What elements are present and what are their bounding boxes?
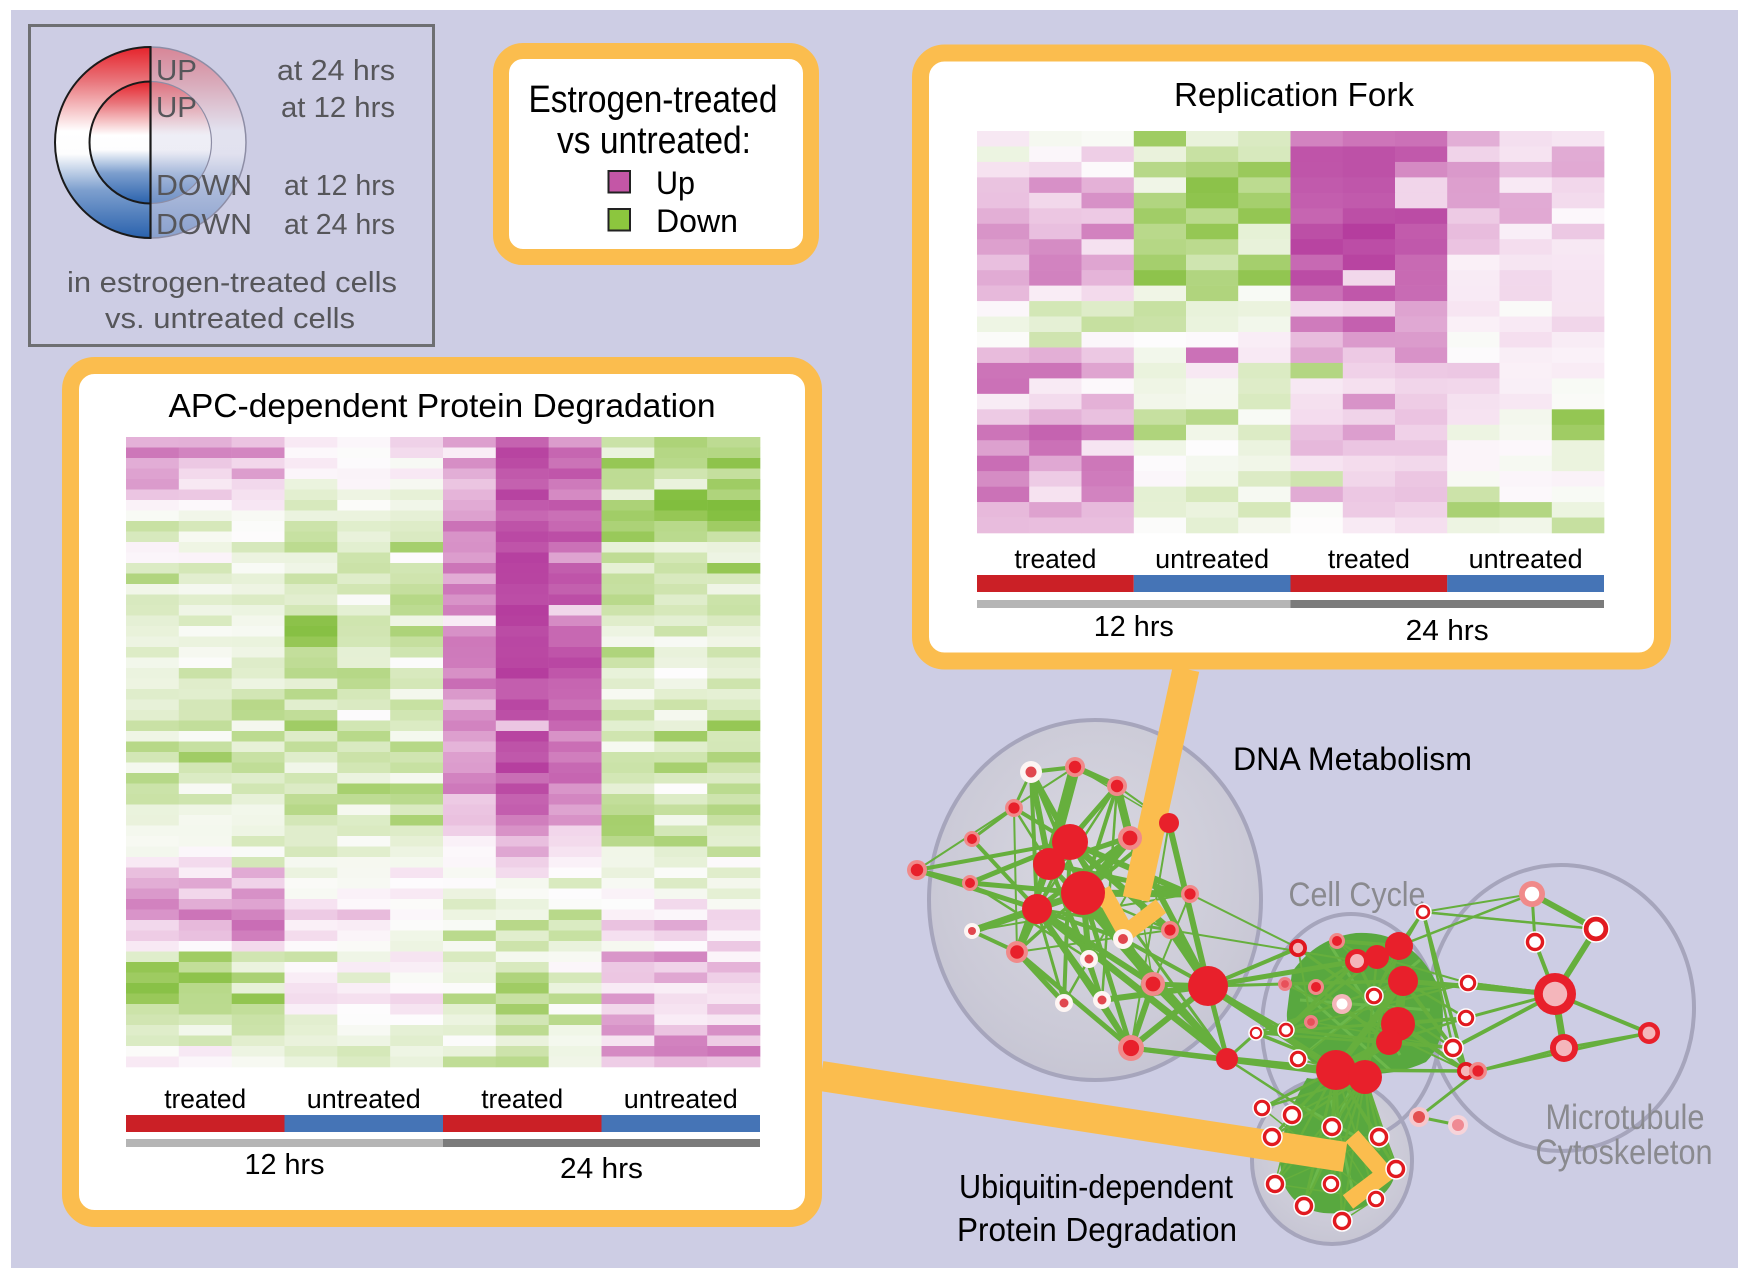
svg-text:DNA Metabolism: DNA Metabolism xyxy=(1233,741,1472,777)
svg-text:24 hrs: 24 hrs xyxy=(1406,615,1489,647)
svg-text:12 hrs: 12 hrs xyxy=(245,1149,325,1181)
svg-text:Replication Fork: Replication Fork xyxy=(1174,76,1414,113)
svg-text:APC-dependent Protein Degradat: APC-dependent Protein Degradation xyxy=(169,387,716,424)
svg-text:treated: treated xyxy=(1014,544,1096,574)
svg-text:DOWN: DOWN xyxy=(156,170,252,202)
svg-text:vs. untreated cells: vs. untreated cells xyxy=(105,303,355,335)
svg-text:untreated: untreated xyxy=(1469,544,1583,574)
svg-text:Estrogen-treated: Estrogen-treated xyxy=(529,79,778,121)
svg-text:Up: Up xyxy=(656,165,695,201)
svg-text:treated: treated xyxy=(1328,544,1410,574)
svg-text:untreated: untreated xyxy=(624,1084,738,1114)
svg-text:Down: Down xyxy=(656,203,738,239)
svg-text:untreated: untreated xyxy=(1155,544,1269,574)
svg-text:vs untreated:: vs untreated: xyxy=(557,120,751,162)
svg-text:at 24 hrs: at 24 hrs xyxy=(284,209,395,241)
svg-text:at 12 hrs: at 12 hrs xyxy=(281,92,395,124)
svg-text:Ubiquitin-dependent: Ubiquitin-dependent xyxy=(959,1168,1233,1205)
svg-text:Protein Degradation: Protein Degradation xyxy=(957,1211,1237,1248)
svg-text:24 hrs: 24 hrs xyxy=(560,1153,643,1185)
svg-text:at 24 hrs: at 24 hrs xyxy=(277,55,395,87)
svg-text:12 hrs: 12 hrs xyxy=(1094,611,1174,643)
svg-text:Cytoskeleton: Cytoskeleton xyxy=(1536,1133,1713,1172)
svg-text:DOWN: DOWN xyxy=(156,209,252,241)
svg-text:in estrogen-treated cells: in estrogen-treated cells xyxy=(67,267,397,299)
svg-text:UP: UP xyxy=(156,92,197,124)
svg-text:untreated: untreated xyxy=(307,1084,421,1114)
svg-text:at 12 hrs: at 12 hrs xyxy=(284,170,395,202)
svg-text:Microtubule: Microtubule xyxy=(1546,1098,1705,1137)
svg-text:UP: UP xyxy=(156,55,197,87)
svg-text:treated: treated xyxy=(164,1084,246,1114)
svg-text:Cell Cycle: Cell Cycle xyxy=(1289,876,1426,914)
svg-text:treated: treated xyxy=(481,1084,563,1114)
